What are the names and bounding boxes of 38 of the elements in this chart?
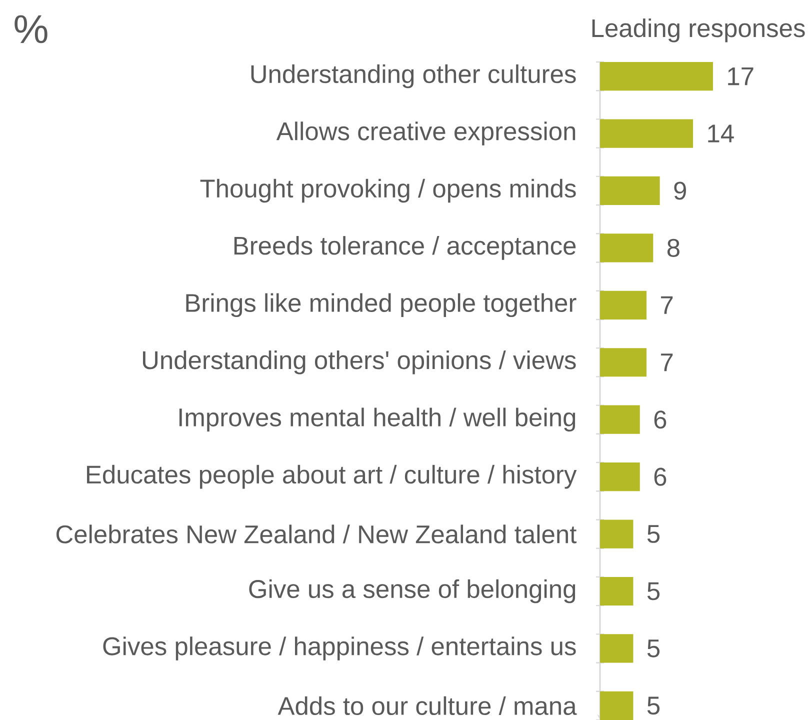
data-label: 5: [647, 640, 660, 658]
y-tick-label: Educates people about art / culture / history: [87, 464, 577, 489]
data-label: 6: [654, 410, 666, 429]
chart-subtitle: Leading responses: [592, 18, 805, 42]
y-tick-label: Gives pleasure / happiness / entertains us: [103, 636, 576, 660]
bar: [600, 634, 634, 663]
bar: [600, 290, 647, 320]
bar: [600, 576, 634, 606]
bar: [600, 176, 660, 206]
data-label: 9: [674, 182, 686, 200]
y-tick-label: Breeds tolerance / acceptance: [234, 236, 576, 260]
y-tick-label: Adds to our culture / mana: [278, 696, 577, 716]
data-label: 6: [654, 468, 666, 486]
y-tick-label: Improves mental health / well being: [179, 408, 576, 432]
bar: [600, 520, 634, 548]
bar: [600, 462, 640, 492]
bar: [600, 234, 654, 262]
y-tick-label: Brings like minded people together: [186, 293, 576, 318]
data-label: 5: [647, 696, 660, 715]
text: %: [14, 15, 48, 44]
bar: [600, 348, 647, 377]
y-tick-label: Give us a sense of belonging: [249, 579, 576, 604]
data-label: 17: [728, 68, 754, 86]
y-tick-label: Thought provoking / opens minds: [200, 178, 576, 203]
y-tick-label: Understanding others' opinions / views: [142, 350, 576, 374]
bar: [600, 405, 640, 434]
y-tick-label: Allows creative expression: [276, 122, 576, 146]
y-tick-label: Understanding other cultures: [251, 64, 576, 88]
data-label: 8: [667, 238, 680, 257]
y-tick-label: Celebrates New Zealand / New Zealand talent: [56, 524, 577, 544]
data-label: 7: [661, 354, 673, 372]
bar: [600, 691, 634, 720]
bar: [600, 62, 713, 91]
data-label: 7: [661, 296, 673, 314]
bar: [600, 119, 694, 148]
data-label: 5: [647, 582, 660, 600]
data-label: 5: [647, 525, 660, 543]
data-label: 14: [708, 124, 734, 142]
